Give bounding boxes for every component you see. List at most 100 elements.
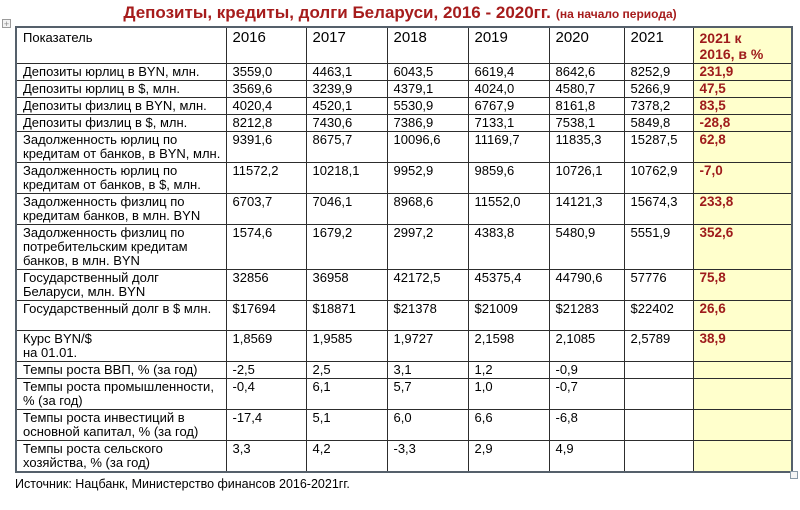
value-cell: 4,9 (548, 440, 625, 473)
value-cell: 8252,9 (623, 63, 694, 81)
value-cell: 1,2 (467, 361, 550, 379)
value-cell: 10096,6 (386, 131, 469, 163)
value-cell: 1,9727 (386, 330, 469, 362)
row-label-cell: Задолженность юрлиц по кредитам от банко… (15, 162, 227, 194)
column-header-change-2021-vs-2016: 2021 к 2016, в % (692, 26, 793, 64)
change-cell: 38,9 (692, 330, 793, 362)
value-cell: 6619,4 (467, 63, 550, 81)
value-cell (623, 361, 694, 379)
value-cell: 9952,9 (386, 162, 469, 194)
column-header-2018: 2018 (386, 26, 469, 64)
value-cell: 5,7 (386, 378, 469, 410)
value-cell: 1,0 (467, 378, 550, 410)
value-cell: 4383,8 (467, 224, 550, 270)
table-row: Курс BYN/$ на 01.01. 1,8569 1,9585 1,9727 2,… (15, 330, 793, 362)
table-row: Задолженность юрлиц по кредитам от банко… (15, 131, 793, 163)
change-cell: -7,0 (692, 162, 793, 194)
value-cell (623, 440, 694, 473)
table-header: Показатель 2016 2017 2018 2019 2020 2021 2021 к… (15, 26, 793, 64)
value-cell: 11552,0 (467, 193, 550, 225)
data-table-container: Показатель 2016 2017 2018 2019 2020 2021 2021 к… (15, 26, 798, 479)
table-row: Темпы роста ВВП, % (за год) -2,5 2,5 3,1 1,2… (15, 361, 793, 379)
value-cell: $21378 (386, 300, 469, 331)
value-cell: -6,8 (548, 409, 625, 441)
value-cell: 6,0 (386, 409, 469, 441)
table-row: Депозиты юрлиц в $, млн. 3569,6 3239,9 4379… (15, 80, 793, 98)
value-cell: 11835,3 (548, 131, 625, 163)
column-header-2016: 2016 (225, 26, 307, 64)
table-row: Задолженность физлиц по кредитам банков,… (15, 193, 793, 225)
value-cell: -0,4 (225, 378, 307, 410)
row-label-cell: Темпы роста инвестиций в основной капита… (15, 409, 227, 441)
value-cell: 7046,1 (305, 193, 388, 225)
value-cell: 1574,6 (225, 224, 307, 270)
value-cell: 45375,4 (467, 269, 550, 301)
value-cell: 6767,9 (467, 97, 550, 115)
value-cell (623, 378, 694, 410)
value-cell: -0,9 (548, 361, 625, 379)
value-cell: -0,7 (548, 378, 625, 410)
value-cell: $22402 (623, 300, 694, 331)
row-label-cell: Депозиты юрлиц в $, млн. (15, 80, 227, 98)
change-cell (692, 440, 793, 473)
value-cell: 2,1598 (467, 330, 550, 362)
value-cell: 5480,9 (548, 224, 625, 270)
value-cell: 4379,1 (386, 80, 469, 98)
value-cell: 3,1 (386, 361, 469, 379)
row-label-cell: Депозиты юрлиц в BYN, млн. (15, 63, 227, 81)
table-row: Государственный долг Беларуси, млн. BYN 3… (15, 269, 793, 301)
value-cell: -3,3 (386, 440, 469, 473)
value-cell: 5,1 (305, 409, 388, 441)
column-header-indicator: Показатель (15, 26, 227, 64)
value-cell: 10762,9 (623, 162, 694, 194)
value-cell: 4463,1 (305, 63, 388, 81)
value-cell: 7430,6 (305, 114, 388, 132)
value-cell: 9391,6 (225, 131, 307, 163)
change-cell: 231,9 (692, 63, 793, 81)
table-move-handle-icon[interactable]: + (2, 19, 11, 29)
value-cell: 10726,1 (548, 162, 625, 194)
value-cell: 57776 (623, 269, 694, 301)
value-cell: 5551,9 (623, 224, 694, 270)
value-cell: 1,9585 (305, 330, 388, 362)
value-cell: 6,1 (305, 378, 388, 410)
table-body: Депозиты юрлиц в BYN, млн. 3559,0 4463,1 60… (15, 63, 793, 473)
value-cell: 32856 (225, 269, 307, 301)
row-label-cell: Задолженность физлиц по кредитам банков,… (15, 193, 227, 225)
change-cell: -28,8 (692, 114, 793, 132)
table-row: Депозиты юрлиц в BYN, млн. 3559,0 4463,1 60… (15, 63, 793, 81)
change-cell: 26,6 (692, 300, 793, 331)
value-cell: $18871 (305, 300, 388, 331)
table-row: Темпы роста инвестиций в основной капита… (15, 409, 793, 441)
change-cell: 352,6 (692, 224, 793, 270)
header-row: Показатель 2016 2017 2018 2019 2020 2021 2021 к… (15, 26, 793, 64)
value-cell: 6703,7 (225, 193, 307, 225)
table-resize-handle-icon[interactable] (790, 471, 798, 479)
row-label-cell: Задолженность юрлиц по кредитам от банко… (15, 131, 227, 163)
row-label-cell: Темпы роста промышленности, % (за год) (15, 378, 227, 410)
value-cell: 8212,8 (225, 114, 307, 132)
page-title: Депозиты, кредиты, долги Беларуси, 2016 … (0, 0, 800, 24)
source-note: Источник: Нацбанк, Министерство финансов… (15, 477, 350, 491)
value-cell: 5266,9 (623, 80, 694, 98)
value-cell: 2,5789 (623, 330, 694, 362)
table-row: Темпы роста промышленности, % (за год) -0… (15, 378, 793, 410)
change-cell (692, 409, 793, 441)
value-cell: 7538,1 (548, 114, 625, 132)
change-cell: 233,8 (692, 193, 793, 225)
change-cell: 47,5 (692, 80, 793, 98)
value-cell: 2,9 (467, 440, 550, 473)
value-cell: 4024,0 (467, 80, 550, 98)
title-note: (на начало периода) (555, 7, 677, 21)
value-cell: -17,4 (225, 409, 307, 441)
row-label-cell: Курс BYN/$ на 01.01. (15, 330, 227, 362)
value-cell: 1679,2 (305, 224, 388, 270)
value-cell: 1,8569 (225, 330, 307, 362)
change-cell (692, 361, 793, 379)
table-row: Задолженность физлиц по потребительским … (15, 224, 793, 270)
value-cell: 11169,7 (467, 131, 550, 163)
column-header-2017: 2017 (305, 26, 388, 64)
value-cell: 11572,2 (225, 162, 307, 194)
change-cell: 75,8 (692, 269, 793, 301)
data-table: Показатель 2016 2017 2018 2019 2020 2021 2021 к… (15, 26, 793, 473)
